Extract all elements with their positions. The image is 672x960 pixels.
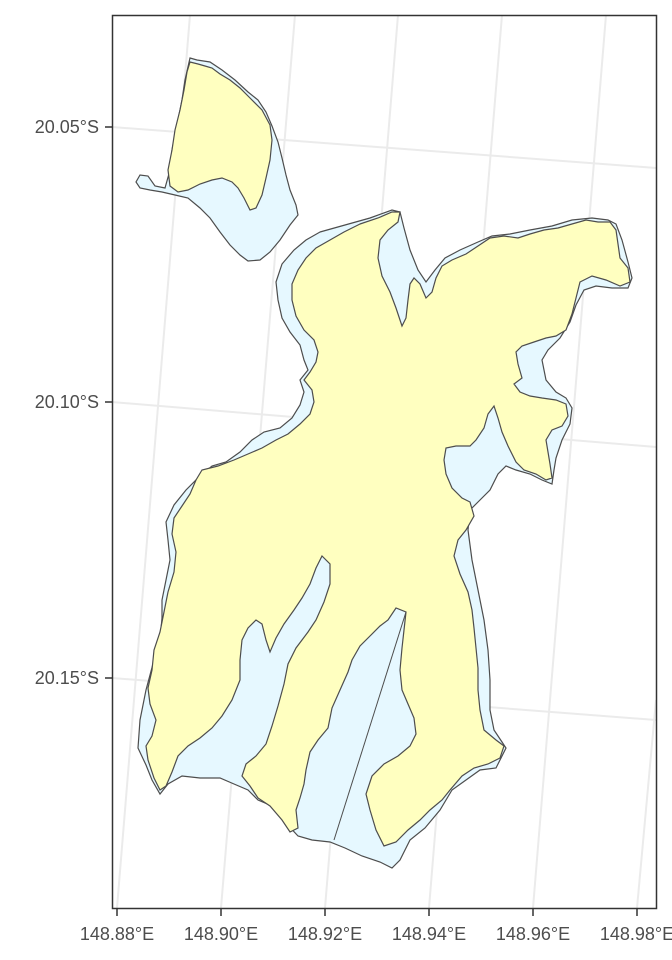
x-tick-label: 148.90°E <box>184 924 258 944</box>
x-axis: 148.88°E 148.90°E 148.92°E 148.94°E 148.… <box>80 909 672 944</box>
y-tick-label: 20.10°S <box>35 392 99 412</box>
x-tick-label: 148.96°E <box>496 924 570 944</box>
grid-longitude-148.98 <box>636 699 657 909</box>
x-tick-label: 148.94°E <box>392 924 466 944</box>
x-tick-label: 148.92°E <box>288 924 362 944</box>
y-tick-label: 20.15°S <box>35 668 99 688</box>
small-island <box>135 57 299 262</box>
panel-border <box>111 14 658 910</box>
main-island-internal-boundary <box>333 611 407 841</box>
y-axis: 20.05°S 20.10°S 20.15°S <box>35 117 112 688</box>
main-island-land <box>145 211 631 847</box>
x-tick-label: 148.98°E <box>600 924 672 944</box>
y-tick-label: 20.05°S <box>35 117 99 137</box>
small-island-land <box>167 61 273 211</box>
main-island <box>137 209 633 869</box>
x-tick-label: 148.88°E <box>80 924 154 944</box>
